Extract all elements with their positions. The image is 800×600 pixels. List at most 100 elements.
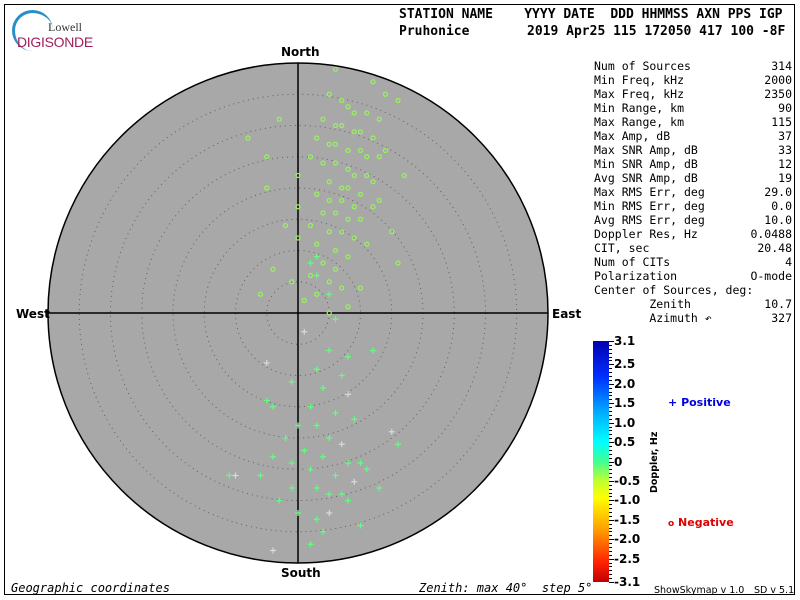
positive-source-point <box>226 472 233 479</box>
negative-source-point <box>364 154 370 160</box>
negative-source-point <box>307 222 314 229</box>
colorbar-minor-tick <box>609 512 612 514</box>
negative-source-point <box>345 254 351 260</box>
version-skymap: ShowSkymap v 1.0 <box>654 585 745 596</box>
circle-icon: o <box>668 519 675 529</box>
negative-source-point <box>326 229 332 235</box>
legend-negative-label: Negative <box>678 516 734 529</box>
stat-value: 327 <box>771 311 792 325</box>
header-labels: STATION NAME YYYY DATE DDD HHMMSS AXN PP… <box>399 7 783 22</box>
negative-source-point <box>339 229 345 235</box>
colorbar-minor-tick <box>609 341 612 342</box>
colorbar-minor-tick <box>609 434 612 436</box>
positive-source-point <box>370 347 376 354</box>
negative-source-point <box>332 141 339 147</box>
colorbar-tick-label: 3.1 <box>614 334 636 348</box>
negative-source-point <box>345 166 351 172</box>
positive-source-point <box>307 466 314 473</box>
negative-source-point <box>389 229 395 235</box>
colorbar-minor-tick <box>609 469 612 471</box>
positive-source-point <box>357 522 364 529</box>
positive-source-point <box>301 447 308 454</box>
positive-source-point <box>313 516 320 523</box>
colorbar-minor-tick <box>609 407 612 409</box>
positive-source-point <box>363 466 370 473</box>
negative-source-point <box>332 247 339 254</box>
positive-source-point <box>232 472 239 479</box>
negative-source-point <box>314 241 320 247</box>
figure-frame <box>4 4 795 595</box>
colorbar-minor-tick <box>609 360 612 362</box>
colorbar-minor-tick <box>609 558 612 560</box>
positive-source-point <box>295 422 301 429</box>
negative-source-point <box>382 147 389 154</box>
negative-source-point <box>351 235 357 241</box>
negative-source-point <box>351 172 357 179</box>
positive-source-point <box>351 416 358 423</box>
colorbar-minor-tick <box>609 543 612 545</box>
negative-source-point <box>314 291 320 297</box>
stat-label: Min SNR Amp, dB <box>594 157 698 171</box>
stat-row: Zenith 10.7 <box>594 297 792 311</box>
stat-value: 115 <box>771 115 792 129</box>
negative-source-point <box>332 266 339 272</box>
negative-source-point <box>345 185 351 191</box>
colorbar-tick-label: 1.0 <box>614 415 636 430</box>
positive-source-point <box>270 547 276 554</box>
positive-source-point <box>307 403 314 410</box>
colorbar-minor-tick <box>609 356 612 358</box>
positive-source-point <box>332 410 339 416</box>
negative-source-point <box>326 91 332 97</box>
positive-source-point <box>395 441 401 448</box>
colorbar-minor-tick <box>609 344 612 346</box>
positive-source-point <box>257 472 264 479</box>
stat-value: 10.7 <box>764 297 792 311</box>
positive-source-point <box>301 328 308 335</box>
positive-source-point <box>326 491 333 498</box>
colorbar-minor-tick <box>609 515 612 517</box>
positive-source-point <box>388 428 395 435</box>
stat-label: CIT, sec <box>594 241 650 255</box>
negative-source-point <box>357 285 364 291</box>
stat-label: Max RMS Err, deg <box>594 185 705 199</box>
header-station: Pruhonice <box>399 24 470 39</box>
positive-source-point <box>320 385 326 391</box>
colorbar-tick-label: -3.1 <box>614 575 641 589</box>
stat-label: Avg SNR Amp, dB <box>594 171 698 185</box>
negative-source-point <box>326 179 332 185</box>
positive-source-point <box>351 478 358 485</box>
colorbar-tick-label: 2.5 <box>614 357 636 372</box>
positive-source-point <box>326 510 333 516</box>
stat-label: Max Range, km <box>594 115 685 129</box>
stat-row: Min RMS Err, deg 0.0 <box>594 199 792 213</box>
negative-source-point <box>357 147 364 154</box>
stat-row: Avg SNR Amp, dB 19 <box>594 171 792 185</box>
negative-source-point <box>282 222 289 229</box>
colorbar-minor-tick <box>609 368 612 370</box>
negative-source-point <box>289 279 295 285</box>
doppler-colorbar <box>593 341 609 582</box>
positive-source-point <box>345 353 351 360</box>
negative-source-point <box>376 116 382 122</box>
positive-source-point <box>338 441 345 448</box>
negative-source-point <box>382 91 389 97</box>
positive-source-point <box>288 460 295 466</box>
digisonde-logo: Lowell DIGISONDE <box>10 10 93 51</box>
positive-source-point <box>295 510 301 516</box>
negative-source-point <box>270 266 276 272</box>
stat-label: Polarization <box>594 269 678 283</box>
positive-source-point <box>326 435 333 441</box>
positive-source-point <box>270 403 276 410</box>
negative-source-point <box>276 116 282 122</box>
colorbar-minor-tick <box>609 547 612 549</box>
colorbar-minor-tick <box>609 488 612 490</box>
colorbar-minor-tick <box>609 523 612 525</box>
negative-source-point <box>395 97 401 104</box>
stat-label: Zenith <box>594 297 691 311</box>
stat-row: Num of Sources 314 <box>594 59 792 73</box>
negative-source-point <box>307 272 314 279</box>
negative-source-point <box>345 147 351 154</box>
positive-source-point <box>282 435 289 441</box>
colorbar-minor-tick <box>609 395 612 397</box>
negative-source-point <box>370 179 376 185</box>
